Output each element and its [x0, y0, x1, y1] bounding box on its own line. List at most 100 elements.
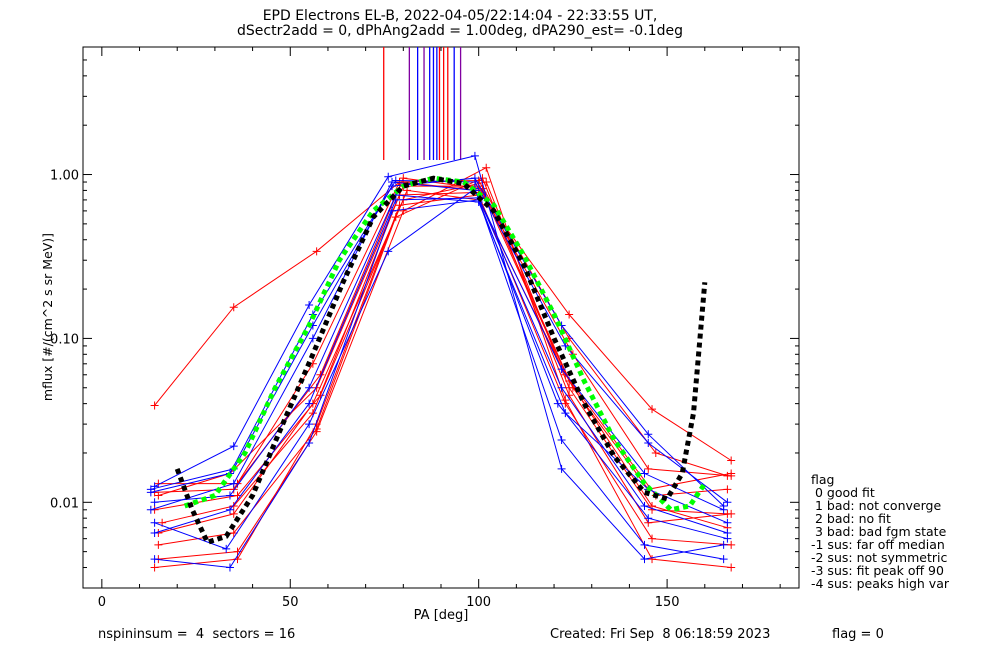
x-axis-label: PA [deg]: [414, 608, 469, 623]
red-flux-line: [161, 191, 728, 529]
plus-marker: [308, 334, 317, 343]
plus-marker: [229, 479, 238, 488]
plus-marker: [305, 439, 314, 448]
plus-marker: [403, 186, 412, 195]
plus-marker: [561, 396, 570, 405]
plus-marker: [150, 518, 159, 527]
plus-marker: [312, 247, 321, 256]
plus-marker: [640, 469, 649, 478]
red-flux-line: [158, 185, 732, 496]
legend-item: -3 sus: fit peak off 90: [811, 563, 944, 578]
plus-marker: [727, 509, 736, 518]
red-flux-line: [154, 194, 732, 568]
plus-marker: [719, 555, 728, 564]
plus-marker: [557, 365, 566, 374]
plus-marker: [644, 430, 653, 439]
blue-flux-line: [154, 187, 724, 560]
plus-marker: [482, 163, 491, 172]
blue-flux-line: [150, 179, 728, 503]
plus-marker: [723, 471, 732, 480]
plus-marker: [723, 518, 732, 527]
plus-marker: [150, 498, 159, 507]
legend-item: -1 sus: far off median: [811, 537, 945, 552]
plus-marker: [651, 448, 660, 457]
plus-marker: [723, 485, 732, 494]
x-tick-label: 50: [282, 595, 299, 610]
plus-marker: [305, 383, 314, 392]
plus-marker: [222, 544, 231, 553]
plus-marker: [384, 247, 393, 256]
plus-marker: [305, 399, 314, 408]
blue-flux-line: [154, 199, 728, 569]
plus-marker: [648, 555, 657, 564]
plus-marker: [727, 456, 736, 465]
plus-marker: [557, 464, 566, 473]
y-tick-label: 0.10: [50, 332, 79, 347]
x-tick-label: 100: [466, 595, 491, 610]
plus-marker: [478, 174, 487, 183]
plus-marker: [644, 464, 653, 473]
plus-marker: [565, 310, 574, 319]
peak-markers: [383, 47, 462, 160]
plus-marker: [719, 501, 728, 510]
flag-legend: flag 0 good fit 1 bad: not converge 2 ba…: [811, 473, 949, 590]
plus-marker: [723, 528, 732, 537]
plus-marker: [225, 491, 234, 500]
footer-created: Created: Fri Sep 8 06:18:59 2023: [550, 627, 771, 642]
legend-item: 0 good fit: [811, 485, 875, 500]
green-fit-curve: [183, 175, 707, 513]
plus-marker: [723, 498, 732, 507]
legend-item: 2 bad: no fit: [811, 511, 891, 526]
footer-sector-info: nspininsum = 4 sectors = 16: [98, 627, 296, 642]
plus-marker: [384, 172, 393, 181]
plus-marker: [648, 534, 657, 543]
black-fit-curve: [174, 175, 708, 546]
plus-marker: [644, 439, 653, 448]
plus-marker: [640, 501, 649, 510]
plus-marker: [644, 514, 653, 523]
plus-marker: [150, 528, 159, 537]
plus-marker: [229, 442, 238, 451]
red-flux-line: [158, 177, 732, 490]
y-tick-label: 0.01: [50, 496, 79, 511]
legend-item: 3 bad: bad fgm state: [811, 524, 947, 539]
plus-marker: [146, 505, 155, 514]
plus-marker: [470, 174, 479, 183]
chart-title-line2: dSectr2add = 0, dPhAng2add = 1.00deg, dP…: [237, 23, 683, 39]
plus-marker: [727, 563, 736, 572]
blue-flux-line: [150, 181, 724, 511]
plus-marker: [150, 401, 159, 410]
plus-marker: [719, 540, 728, 549]
legend-item: -2 sus: not symmetric: [811, 550, 948, 565]
plus-marker: [470, 151, 479, 160]
x-tick-label: 150: [655, 595, 680, 610]
y-axis-label: mflux [#/(cm^2 s sr MeV)]: [40, 233, 55, 401]
red-flux-line: [154, 181, 732, 461]
axes: 0 50 100 150 0.01 0.10 1.00: [50, 46, 799, 610]
red-flux-line: [158, 166, 732, 568]
red-flux-line: [154, 179, 728, 493]
plus-marker: [225, 505, 234, 514]
plus-marker: [150, 555, 159, 564]
plus-marker: [727, 540, 736, 549]
plus-marker: [557, 383, 566, 392]
plus-marker: [305, 300, 314, 309]
plus-marker: [229, 501, 238, 510]
plus-marker: [150, 563, 159, 572]
red-flux-line: [158, 181, 728, 534]
plus-marker: [312, 427, 321, 436]
plus-marker: [391, 176, 400, 185]
footer-flag: flag = 0: [832, 627, 884, 642]
plus-marker: [305, 420, 314, 429]
plus-marker: [154, 540, 163, 549]
plus-marker: [399, 206, 408, 215]
plus-marker: [388, 182, 397, 191]
blue-flux-line: [154, 155, 724, 560]
plus-marker: [557, 435, 566, 444]
plus-marker: [561, 409, 570, 418]
plus-marker: [146, 485, 155, 494]
plus-marker: [225, 563, 234, 572]
legend-title: flag: [811, 472, 835, 487]
plus-marker: [229, 303, 238, 312]
plus-marker: [648, 405, 657, 414]
